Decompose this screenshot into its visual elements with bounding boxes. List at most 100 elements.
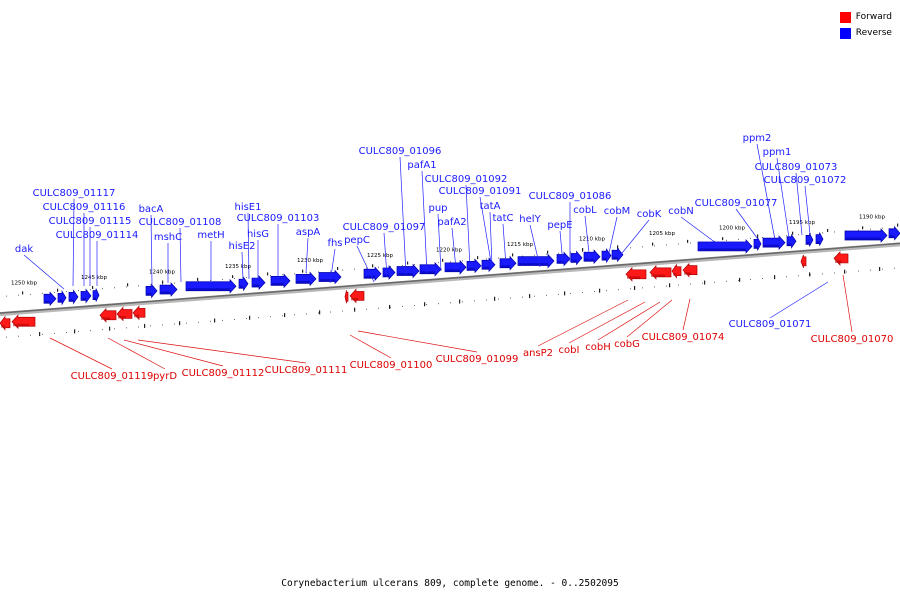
ruler-dot	[558, 252, 559, 254]
label-leader-line	[617, 219, 650, 259]
major-tick	[442, 258, 444, 262]
tick-label: 1250 kbp	[11, 280, 37, 286]
ruler-dot	[438, 303, 439, 305]
label-leader-line	[584, 215, 591, 263]
major-tick	[494, 296, 496, 301]
ruler-dot	[414, 264, 415, 266]
forward-gene-arrow	[625, 266, 647, 282]
ruler-dot	[534, 295, 535, 297]
gene-label: CULC809_01077	[695, 198, 778, 209]
forward-gene-arrow	[344, 290, 349, 304]
major-tick	[179, 321, 181, 326]
ruler-dot	[18, 294, 19, 296]
ruler-dot	[654, 286, 655, 288]
tick-label: 1220 kbp	[436, 247, 462, 253]
forward-gene-arrow	[11, 314, 36, 330]
reverse-gene-arrow	[185, 278, 237, 294]
ruler-dot	[126, 286, 127, 288]
tick-label: 1225 kbp	[367, 253, 393, 259]
reverse-gene-arrow	[159, 282, 178, 297]
ruler-dot	[666, 244, 667, 246]
ruler-dot	[882, 227, 883, 229]
ruler-dot	[798, 275, 799, 277]
gene-label: hisG	[247, 229, 269, 240]
major-tick	[827, 229, 829, 233]
reverse-gene-arrow	[583, 249, 601, 265]
ruler-dot	[66, 331, 67, 333]
forward-gene-arrow	[116, 306, 133, 322]
ruler-dot	[762, 237, 763, 239]
ruler-dot	[486, 299, 487, 301]
tick-label: 1240 kbp	[149, 270, 175, 276]
forward-swatch	[839, 11, 851, 23]
major-tick	[354, 307, 356, 312]
reverse-gene-arrow-shade	[384, 274, 389, 277]
ruler-dot	[390, 265, 391, 267]
ruler-dot	[582, 250, 583, 252]
reverse-gene-arrow-shade	[272, 282, 284, 286]
gene-label: ppm2	[743, 133, 772, 144]
ruler-dot	[174, 323, 175, 325]
label-leader-line	[559, 230, 564, 265]
reverse-gene-arrow-shade	[483, 266, 489, 270]
gene-label: CULC809_01072	[764, 175, 847, 186]
major-tick	[792, 231, 794, 235]
ruler-dot	[726, 239, 727, 241]
ruler-dot	[294, 314, 295, 316]
reverse-gene-arrow-shade	[320, 279, 335, 282]
major-tick	[617, 245, 619, 249]
gene-label: cobN	[668, 206, 693, 217]
gene-label: dak	[15, 244, 33, 255]
ruler-dot	[642, 287, 643, 289]
ruler-dot	[786, 276, 787, 278]
ruler-dot	[270, 275, 271, 277]
label-leader-line	[399, 156, 407, 276]
label-leader-line	[357, 330, 478, 353]
reverse-gene-arrow	[753, 237, 762, 251]
ruler-dot	[606, 290, 607, 292]
forward-gene-arrow-shade	[802, 263, 804, 266]
reverse-gene-arrow-shade	[817, 241, 820, 244]
tick-label: 1200 kbp	[719, 226, 745, 232]
genome-caption: Corynebacterium ulcerans 809, complete g…	[281, 578, 619, 589]
reverse-gene-arrow	[295, 271, 317, 287]
ruler-dot	[306, 313, 307, 315]
ruler-dot	[198, 321, 199, 323]
ruler-dot	[42, 333, 43, 335]
ruler-dot	[810, 274, 811, 276]
label-leader-line	[72, 198, 75, 287]
ruler-dot	[822, 232, 823, 234]
ruler-dot	[882, 268, 883, 270]
reverse-gene-arrow	[57, 290, 67, 306]
ruler-dot	[654, 245, 655, 247]
label-leader-line	[795, 172, 803, 236]
gene-label: CULC809_01071	[729, 319, 812, 330]
reverse-gene-arrow-shade	[446, 269, 460, 272]
label-leader-line	[769, 281, 829, 319]
gene-label: pepC	[344, 235, 370, 246]
gene-label: cobK	[637, 209, 662, 220]
label-leader-line	[597, 301, 661, 341]
major-tick	[774, 275, 776, 280]
gene-label: pepE	[547, 220, 572, 231]
ruler-dot	[234, 318, 235, 320]
ruler-dot	[138, 326, 139, 328]
major-tick	[372, 264, 374, 268]
forward-gene-arrow	[0, 315, 11, 331]
major-tick	[722, 237, 724, 241]
ruler-dot	[594, 291, 595, 293]
label-leader-line	[49, 337, 113, 370]
reverse-gene-arrow-shade	[45, 300, 50, 304]
major-tick	[669, 283, 671, 288]
gene-label: CULC809_01114	[56, 230, 139, 241]
ruler-dot	[762, 278, 763, 280]
ruler-dot	[198, 280, 199, 282]
reverse-gene-arrow-shade	[398, 272, 413, 276]
ruler-dot	[30, 293, 31, 295]
ruler-dot	[618, 248, 619, 250]
major-tick	[862, 226, 864, 230]
major-tick	[22, 291, 24, 295]
forward-gene-arrow-shade	[351, 297, 358, 301]
forward-gene-arrow-shade	[101, 317, 110, 320]
